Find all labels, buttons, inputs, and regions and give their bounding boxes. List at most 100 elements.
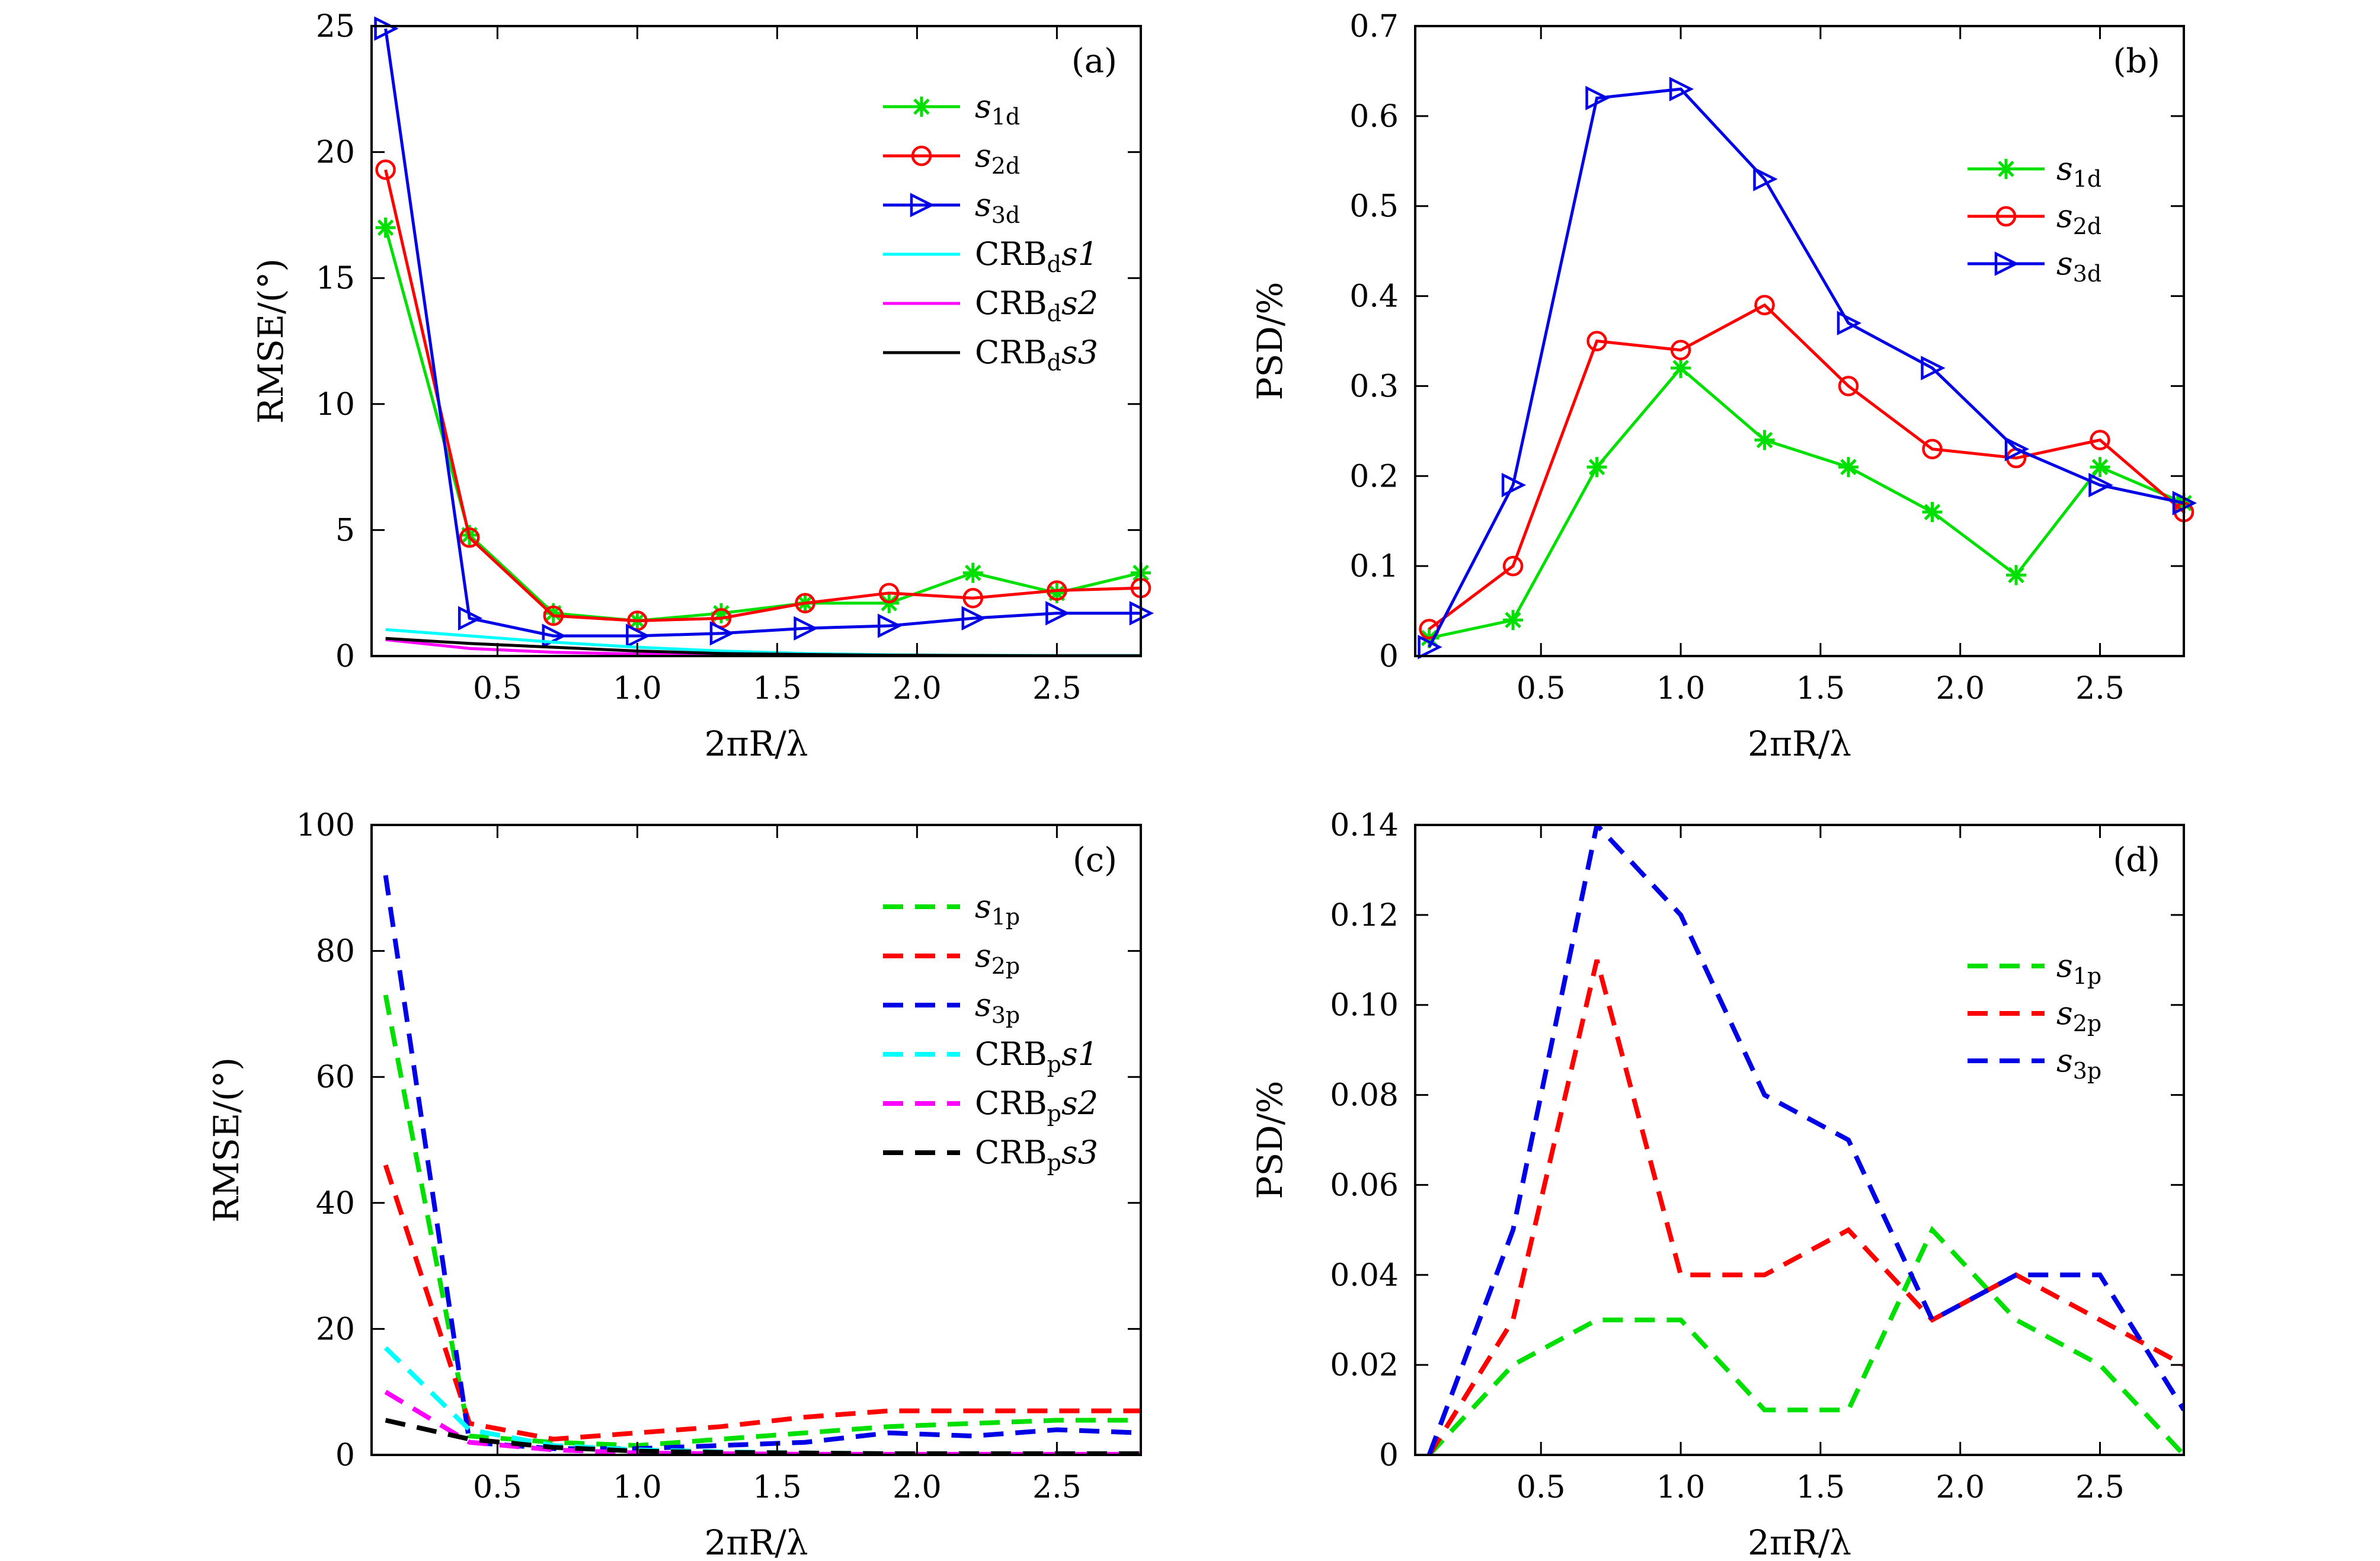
data-point-s3d bbox=[2004, 437, 2030, 462]
y-tick-label: 100 bbox=[296, 808, 355, 843]
y-tick-label: 0.04 bbox=[1330, 1258, 1399, 1293]
series-line-CRBds3 bbox=[385, 636, 1141, 656]
panel-c: 0.5 1.0 1.5 2.0 2.5 0 20 40 60 80 100 2πR/λ RMSE/(°)… bbox=[206, 808, 1142, 1561]
legend: s1d s2d s3d CRBds1 CRBds2 CRBds3 bbox=[883, 88, 1098, 376]
legend-label-s1d: s1d bbox=[2056, 150, 2101, 192]
data-point-s1d bbox=[962, 562, 983, 583]
series-line-s1p bbox=[1427, 1226, 2184, 1455]
y-tick-label: 0.3 bbox=[1349, 369, 1399, 404]
data-point-s3d bbox=[2088, 472, 2113, 498]
data-point-s1d bbox=[711, 603, 731, 623]
x-tick-label: 1.5 bbox=[1796, 671, 1845, 706]
legend-label-CRBds2: CRBds2 bbox=[975, 284, 1098, 327]
legend: s1p s2p s3p CRBps1 CRBps2 CRBps3 bbox=[883, 888, 1098, 1176]
x-tick-label: 1.5 bbox=[753, 1470, 802, 1505]
data-point-s3d bbox=[961, 606, 986, 631]
plot-frame bbox=[370, 824, 1142, 1456]
y-tick-label: 5 bbox=[335, 513, 355, 548]
series-line-CRBds1 bbox=[385, 628, 1141, 656]
y-axis-title: RMSE/(°) bbox=[206, 1057, 247, 1223]
panel-label: (b) bbox=[2113, 42, 2160, 81]
data-point-s2d bbox=[1502, 555, 1524, 577]
plot-frame bbox=[1414, 25, 2185, 657]
x-axis-title: 2πR/λ bbox=[1748, 724, 1851, 764]
series-line-s1d bbox=[1429, 366, 2184, 640]
data-point-s1d bbox=[2006, 565, 2027, 586]
series-line-s2p bbox=[1427, 959, 2184, 1455]
y-tick-label: 0 bbox=[1379, 639, 1399, 674]
y-axis-title: PSD/% bbox=[1250, 282, 1290, 401]
y-tick-label: 0.08 bbox=[1330, 1078, 1399, 1114]
data-point-s3d bbox=[709, 621, 735, 646]
y-tick-label: 0.02 bbox=[1330, 1348, 1399, 1383]
legend-label-s3p: s3p bbox=[2056, 1042, 2101, 1084]
x-axis-title: 2πR/λ bbox=[1748, 1522, 1851, 1561]
data-point-s1d bbox=[1922, 502, 1943, 523]
data-point-s3d bbox=[626, 623, 651, 648]
y-tick-label: 0.12 bbox=[1330, 898, 1399, 933]
x-tick-label: 1.0 bbox=[613, 1470, 662, 1505]
x-tick-label: 0.5 bbox=[473, 671, 522, 706]
x-tick-label: 0.5 bbox=[1517, 1470, 1566, 1505]
y-tick-label: 15 bbox=[316, 261, 355, 296]
legend-marker-s1d bbox=[911, 97, 932, 117]
legend-label-s1p: s1p bbox=[975, 888, 1020, 930]
y-tick-label: 0.6 bbox=[1349, 99, 1399, 135]
data-point-s1d bbox=[543, 603, 564, 623]
x-tick-label: 0.5 bbox=[1517, 671, 1566, 706]
legend-label-s3d: s3d bbox=[975, 186, 1020, 228]
legend-label-CRBps3: CRBps3 bbox=[975, 1134, 1098, 1176]
y-tick-label: 0.1 bbox=[1349, 549, 1399, 584]
y-tick-label: 0 bbox=[1379, 1438, 1399, 1473]
x-tick-label: 2.5 bbox=[1032, 671, 1082, 706]
x-tick-label: 2.5 bbox=[2075, 671, 2125, 706]
data-point-s3d bbox=[1585, 85, 1610, 111]
y-tick-label: 0.10 bbox=[1330, 988, 1399, 1023]
data-point-s2d bbox=[1586, 331, 1607, 351]
y-tick-label: 60 bbox=[316, 1060, 355, 1095]
panel-b: 0.5 1.0 1.5 2.0 2.5 0 0.1 0.2 0.3 0.4 0.5 0.6 0.7 2πR… bbox=[1250, 9, 2197, 764]
y-tick-label: 0.2 bbox=[1349, 459, 1399, 494]
y-tick-label: 0.4 bbox=[1349, 279, 1399, 315]
data-point-s2d bbox=[543, 605, 564, 626]
x-tick-label: 2.0 bbox=[892, 1470, 942, 1505]
data-point-s1d bbox=[1586, 457, 1607, 478]
data-point-s3d bbox=[1669, 76, 1694, 101]
y-tick-label: 0.7 bbox=[1349, 9, 1399, 44]
data-point-s3d bbox=[1045, 601, 1070, 626]
y-tick-label: 0 bbox=[335, 1438, 355, 1473]
panel-a: 0.5 1.0 1.5 2.0 2.5 0 5 10 15 20 25 2πR/λ RMSE/(°) (a… bbox=[251, 9, 1154, 764]
legend-marker-s1d bbox=[1996, 159, 2016, 179]
y-tick-label: 25 bbox=[316, 9, 355, 44]
x-tick-label: 2.0 bbox=[892, 671, 942, 706]
legend-label-s2d: s2d bbox=[975, 137, 1020, 179]
data-point-s3d bbox=[1921, 356, 1946, 380]
panel-label: (a) bbox=[1071, 42, 1117, 81]
data-point-s2d bbox=[459, 527, 480, 548]
data-point-s3d bbox=[458, 606, 483, 631]
data-point-s2d bbox=[1838, 376, 1859, 396]
series-line-s2d bbox=[384, 169, 1141, 623]
legend-label-s2d: s2d bbox=[2056, 197, 2101, 239]
x-tick-label: 0.5 bbox=[473, 1470, 522, 1505]
data-point-s2d bbox=[375, 159, 396, 180]
x-tick-label: 2.0 bbox=[1936, 1470, 1985, 1505]
legend-label-CRBds1: CRBds1 bbox=[975, 235, 1098, 277]
x-axis-title: 2πR/λ bbox=[705, 1522, 808, 1561]
panel-label: (d) bbox=[2113, 841, 2160, 879]
data-point-s2d bbox=[1922, 439, 1943, 459]
y-tick-label: 20 bbox=[316, 1312, 355, 1347]
legend-marker-s2d bbox=[911, 145, 932, 167]
data-point-s1d bbox=[375, 217, 396, 238]
data-point-s1d bbox=[1047, 583, 1067, 603]
data-point-s3d bbox=[1753, 167, 1778, 191]
series-line-s2p bbox=[383, 1164, 1141, 1442]
x-tick-label: 1.0 bbox=[1656, 1470, 1706, 1505]
data-point-s3d bbox=[374, 16, 399, 41]
y-axis-title: PSD/% bbox=[1250, 1081, 1290, 1199]
legend-marker-s3d bbox=[910, 193, 935, 217]
panel-d: 0.5 1.0 1.5 2.0 2.5 0 0.02 0.04 0.06 0.08 0.10 0.12… bbox=[1250, 808, 2185, 1561]
data-point-s3d bbox=[1837, 311, 1862, 335]
data-point-s3d bbox=[1501, 472, 1527, 498]
